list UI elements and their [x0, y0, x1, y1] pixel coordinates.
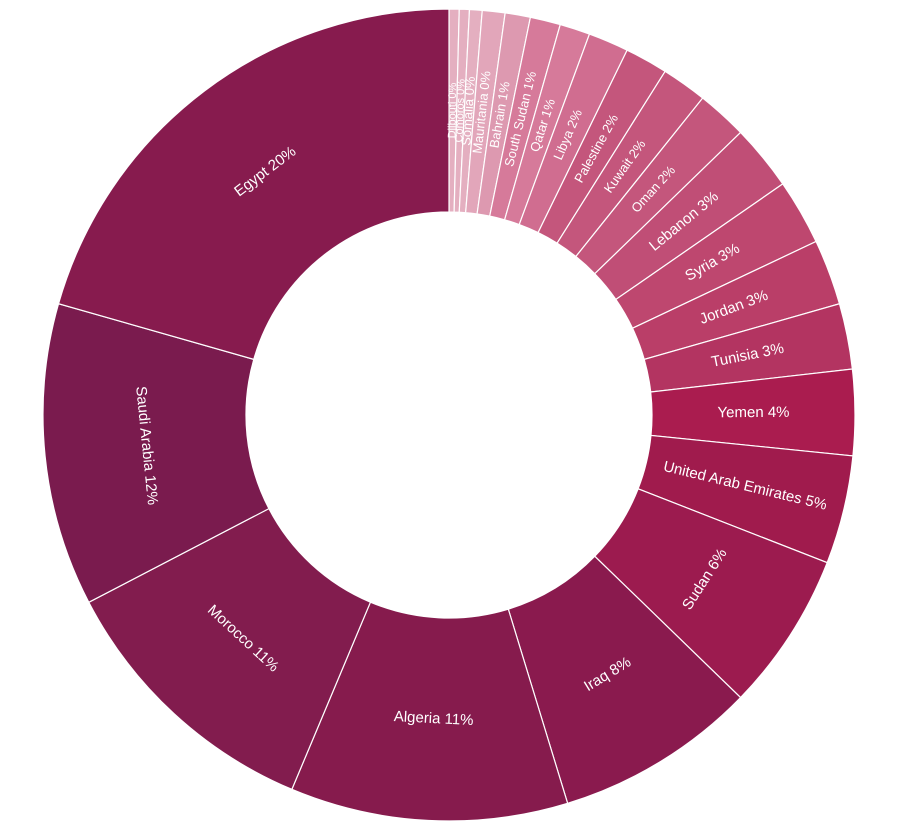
label-somalia: Somalia 0% — [458, 76, 478, 147]
slice-morocco — [87, 507, 372, 791]
slices-group — [42, 8, 856, 822]
label-algeria: Algeria 11% — [393, 708, 474, 729]
label-comoros: Comoros 0% — [453, 79, 467, 143]
label-djibouti: Djibouti 0% — [446, 82, 459, 138]
slice-saudi-arabia — [42, 303, 270, 604]
slice-algeria — [291, 601, 569, 822]
label-yemen: Yemen 4% — [717, 404, 789, 421]
slice-egypt — [57, 8, 450, 361]
